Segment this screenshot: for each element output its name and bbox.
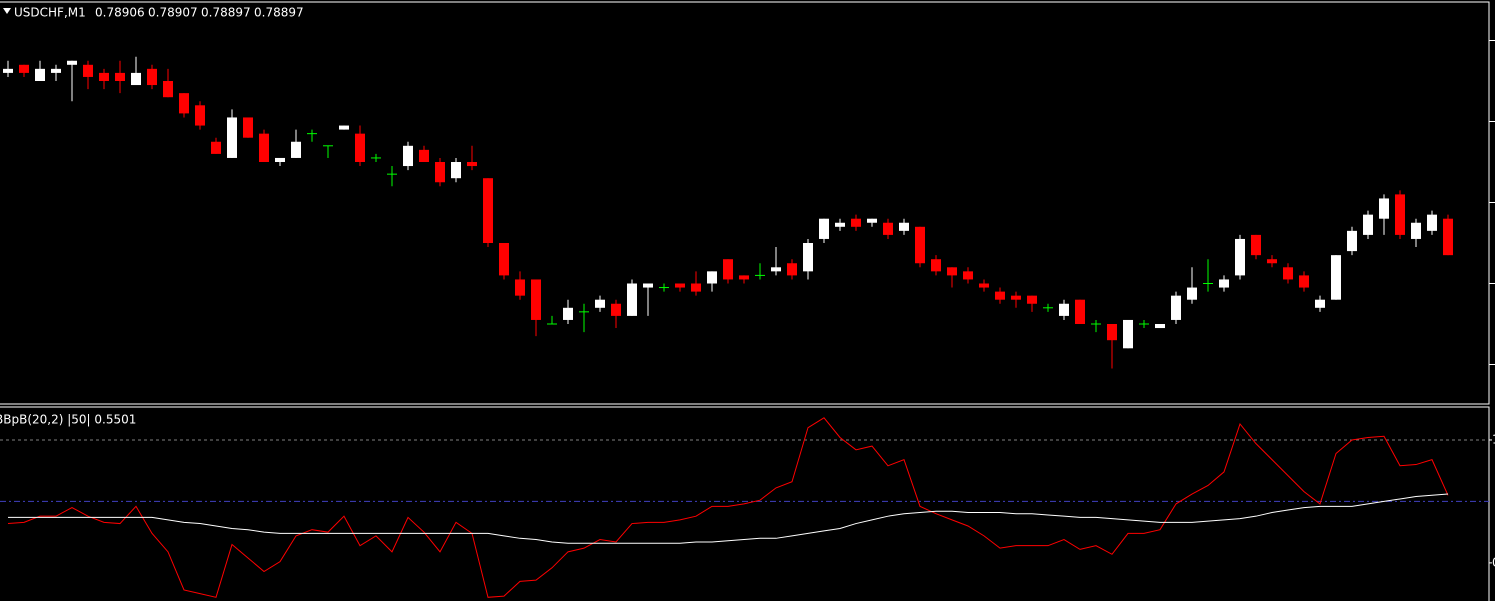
candle-body bbox=[563, 307, 573, 320]
indicator-line bbox=[7, 417, 1449, 598]
candle-body bbox=[1219, 279, 1229, 288]
candle-body bbox=[355, 133, 365, 162]
ohlc-open: 0.78906 bbox=[95, 6, 145, 20]
candle-body bbox=[723, 259, 733, 280]
candle-body bbox=[1267, 259, 1277, 264]
candle-body bbox=[1299, 275, 1309, 288]
candle-body bbox=[1075, 299, 1085, 324]
candle-body bbox=[451, 162, 461, 179]
candle-body bbox=[883, 222, 893, 235]
candle-body bbox=[739, 275, 749, 280]
candle-body bbox=[819, 218, 829, 239]
candle-body bbox=[1155, 324, 1165, 329]
candle-body bbox=[627, 283, 637, 316]
candle-body bbox=[851, 218, 861, 227]
candle-body bbox=[115, 72, 125, 81]
candle-body bbox=[227, 117, 237, 158]
candle-body bbox=[179, 93, 189, 114]
candle-body bbox=[611, 303, 621, 316]
candle-body bbox=[147, 68, 157, 86]
candle-body bbox=[419, 149, 429, 162]
candle-body bbox=[1011, 295, 1021, 300]
indicator-line bbox=[8, 493, 1449, 544]
candle-body bbox=[339, 125, 349, 130]
candle-body bbox=[1395, 194, 1405, 235]
candle-body bbox=[1315, 299, 1325, 308]
candle-body bbox=[1379, 198, 1389, 219]
candle-body bbox=[947, 267, 957, 276]
candle-body bbox=[483, 178, 493, 243]
candle-body bbox=[979, 283, 989, 288]
candle-body bbox=[1059, 303, 1069, 316]
ohlc-low: 0.78897 bbox=[201, 6, 251, 20]
candle-body bbox=[1443, 218, 1453, 256]
candle-body bbox=[899, 222, 909, 231]
candle-body bbox=[771, 267, 781, 272]
indicator-title: BBpB(20,2) |50| 0.5501 bbox=[0, 413, 136, 427]
candle-body bbox=[1363, 214, 1373, 235]
candle-body bbox=[51, 68, 61, 73]
candle-body bbox=[1171, 295, 1181, 320]
candle-body bbox=[1283, 267, 1293, 280]
candle-body bbox=[803, 243, 813, 272]
collapse-triangle[interactable] bbox=[3, 8, 11, 14]
y-tick-label: 0 bbox=[1492, 555, 1495, 569]
candle-body bbox=[211, 141, 221, 154]
candle-body bbox=[3, 68, 13, 73]
candle-body bbox=[1347, 230, 1357, 252]
candle-body bbox=[787, 263, 797, 276]
candle-body bbox=[499, 243, 509, 276]
candle-body bbox=[675, 283, 685, 288]
candle-body bbox=[995, 291, 1005, 300]
candle-body bbox=[19, 64, 29, 73]
candle-body bbox=[403, 145, 413, 167]
candle-body bbox=[963, 271, 973, 280]
candle-body bbox=[1107, 324, 1117, 341]
candle-body bbox=[691, 283, 701, 292]
candle-body bbox=[915, 226, 925, 264]
candle-body bbox=[515, 279, 525, 296]
candle-body bbox=[931, 259, 941, 272]
candle-body bbox=[835, 222, 845, 227]
candle-body bbox=[275, 157, 285, 162]
candle-body bbox=[83, 64, 93, 77]
ohlc-close: 0.78897 bbox=[254, 6, 304, 20]
candle-body bbox=[163, 81, 173, 98]
candle-body bbox=[259, 133, 269, 162]
candle-body bbox=[1427, 214, 1437, 231]
indicator-panel-border bbox=[0, 406, 1490, 601]
candle-body bbox=[1187, 287, 1197, 300]
candle-body bbox=[707, 271, 717, 284]
candle-body bbox=[467, 162, 477, 167]
candle-body bbox=[867, 218, 877, 223]
candle-body bbox=[1123, 319, 1133, 349]
candle-body bbox=[1411, 222, 1421, 239]
candle-body bbox=[99, 72, 109, 81]
candle-body bbox=[195, 105, 205, 126]
candle-body bbox=[1331, 255, 1341, 300]
candle-body bbox=[1235, 238, 1245, 276]
candle-body bbox=[1027, 295, 1037, 304]
y-tick-label: 1 bbox=[1492, 432, 1495, 446]
symbol-label: USDCHF,M1 bbox=[14, 6, 86, 20]
candle-body bbox=[1251, 234, 1261, 256]
candle-body bbox=[643, 283, 653, 288]
candle-body bbox=[435, 162, 445, 183]
candle-body bbox=[67, 60, 77, 65]
candle-body bbox=[131, 72, 141, 86]
candle-body bbox=[243, 117, 253, 138]
candle-body bbox=[531, 279, 541, 320]
ohlc-high: 0.78907 bbox=[148, 6, 198, 20]
candle-body bbox=[35, 68, 45, 81]
candle-body bbox=[291, 141, 301, 158]
candle-body bbox=[595, 299, 605, 308]
